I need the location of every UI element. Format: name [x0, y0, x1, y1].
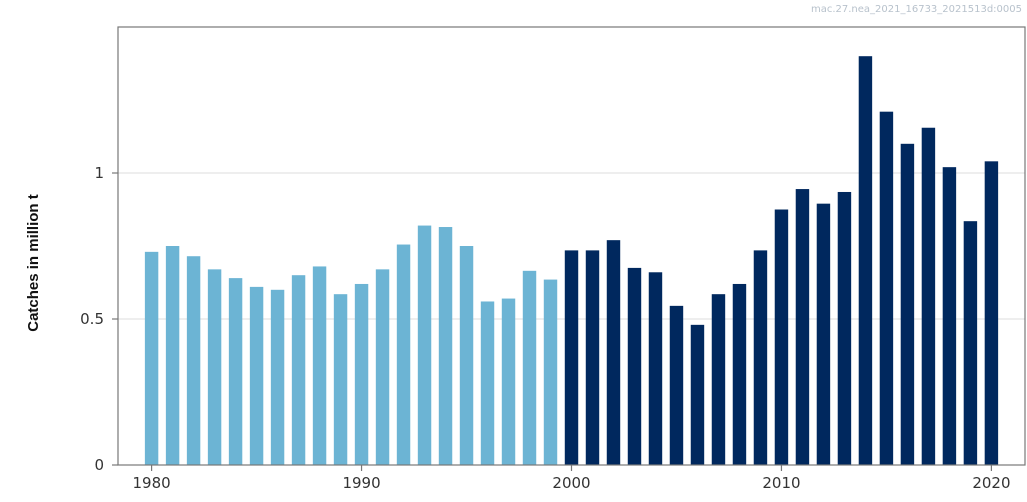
bar-1987 [291, 275, 306, 465]
y-tick-label: 1 [94, 164, 104, 182]
y-tick-label: 0 [94, 456, 104, 474]
bar-1984 [228, 278, 243, 465]
bar-1991 [375, 269, 390, 465]
bar-2001 [585, 250, 600, 465]
bar-1998 [522, 270, 537, 465]
bar-2003 [627, 267, 642, 465]
bar-2015 [879, 111, 894, 466]
x-axis-ticks: 1980 1990 2000 2010 2020 [132, 465, 1011, 492]
bar-2014 [858, 56, 873, 465]
bar-1996 [480, 301, 495, 465]
bar-2005 [669, 305, 684, 465]
bar-1980 [144, 251, 159, 465]
bar-2011 [795, 189, 810, 465]
bar-2008 [732, 283, 747, 465]
bar-1988 [312, 266, 327, 465]
bar-2004 [648, 272, 663, 465]
bar-1993 [417, 225, 432, 465]
bar-1981 [165, 246, 180, 465]
bar-1999 [543, 279, 558, 465]
bar-1990 [354, 283, 369, 465]
bar-2007 [711, 294, 726, 465]
bar-2019 [963, 221, 978, 465]
bar-1985 [249, 286, 264, 465]
x-tick-label: 2000 [552, 474, 590, 492]
y-axis-ticks: 00.51 [80, 164, 118, 474]
x-tick-label: 1990 [342, 474, 380, 492]
bar-2002 [606, 240, 621, 465]
y-tick-label: 0.5 [80, 310, 104, 328]
figure-id-watermark: mac.27.nea_2021_16733_2021513d:0005 [811, 4, 1022, 15]
bar-1983 [207, 269, 222, 465]
bar-2020 [984, 161, 999, 465]
y-axis-title: Catches in million t [25, 194, 42, 332]
bar-1994 [438, 227, 453, 465]
bar-2010 [774, 209, 789, 465]
bar-1997 [501, 298, 516, 465]
bar-2013 [837, 191, 852, 466]
bar-1989 [333, 294, 348, 465]
bar-1995 [459, 246, 474, 465]
bar-2018 [942, 167, 957, 465]
bar-2012 [816, 203, 831, 465]
bar-2000 [564, 250, 579, 465]
bar-2009 [753, 250, 768, 465]
bar-2016 [900, 143, 915, 466]
x-tick-label: 2020 [972, 474, 1010, 492]
bar-1986 [270, 289, 285, 465]
bars [144, 56, 999, 466]
bar-2006 [690, 324, 705, 465]
x-tick-label: 1980 [132, 474, 170, 492]
bar-1992 [396, 244, 411, 465]
bar-2017 [921, 127, 936, 466]
x-tick-label: 2010 [762, 474, 800, 492]
bar-1982 [186, 256, 201, 465]
